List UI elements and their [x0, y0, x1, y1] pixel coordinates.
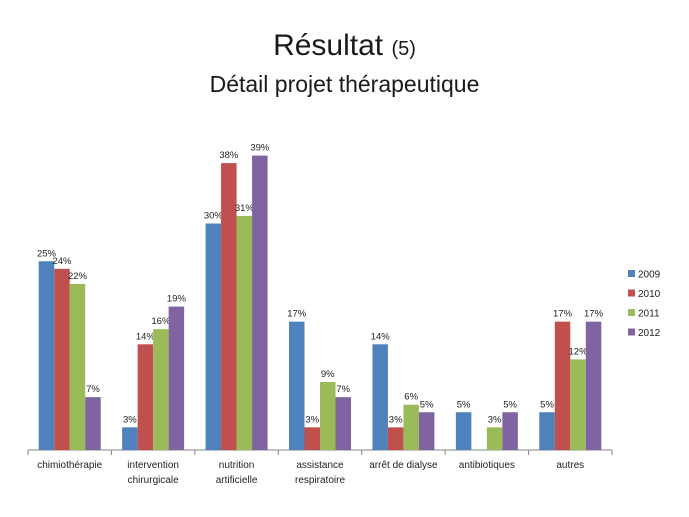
data-label-2012-5: 5% [503, 399, 517, 410]
bar-2012-3 [335, 397, 351, 450]
chart-title: Résultat (5) [0, 28, 689, 67]
x-tick-label: chirurgicale [128, 475, 180, 486]
bar-2011-4 [403, 404, 419, 450]
data-label-2010-2: 38% [219, 150, 239, 161]
data-label-2010-0: 24% [52, 256, 72, 267]
bar-2009-5 [455, 412, 472, 450]
data-label-2012-0: 7% [86, 384, 100, 395]
x-tick-label: antibiotiques [459, 460, 515, 471]
data-label-2012-2: 39% [250, 143, 270, 154]
bar-2012-6 [585, 321, 602, 450]
data-label-2010-4: 3% [389, 414, 403, 425]
title-suffix: (5) [391, 38, 416, 60]
data-label-2012-1: 19% [167, 294, 187, 305]
data-label-2011-3: 9% [321, 369, 335, 380]
x-tick-label: intervention [127, 460, 179, 471]
x-tick-label: nutrition [219, 460, 255, 471]
bar-2009-3 [289, 321, 305, 450]
x-tick-label: artificielle [216, 475, 258, 486]
data-label-2010-3: 3% [305, 414, 319, 425]
data-label-2011-4: 6% [404, 392, 418, 403]
bar-2011-5 [486, 427, 503, 450]
bar-2011-0 [69, 283, 86, 450]
bar-2010-0 [54, 268, 70, 450]
legend-swatch-2010 [628, 289, 635, 297]
legend-swatch-2012 [628, 328, 635, 336]
bar-2010-3 [304, 427, 320, 450]
bar-2009-6 [539, 412, 555, 450]
data-label-2011-6: 12% [569, 346, 589, 357]
bar-2012-1 [168, 306, 185, 450]
data-label-2011-1: 16% [151, 316, 171, 327]
legend-swatch-2011 [628, 309, 635, 316]
bar-2009-0 [38, 261, 55, 450]
bar-2010-2 [221, 163, 237, 450]
data-label-2009-4: 14% [371, 331, 391, 342]
data-label-2012-6: 17% [584, 309, 604, 320]
title-main: Résultat [273, 29, 384, 62]
x-tick-label: autres [556, 460, 584, 471]
bar-2012-5 [502, 412, 518, 450]
legend-label-2012: 2012 [638, 328, 661, 339]
data-label-2009-2: 30% [204, 211, 224, 222]
data-label-2011-0: 22% [68, 271, 88, 282]
bar-2012-2 [252, 155, 268, 451]
data-label-2009-6: 5% [540, 399, 554, 410]
bar-2012-4 [418, 412, 435, 450]
bar-2010-6 [554, 321, 571, 450]
bar-2009-1 [122, 427, 138, 450]
data-label-2009-3: 17% [287, 309, 307, 320]
bar-2010-1 [137, 344, 154, 450]
bar-2009-4 [372, 344, 388, 450]
bar-2011-1 [153, 329, 169, 450]
bar-2011-3 [320, 382, 336, 450]
data-label-2010-1: 14% [136, 331, 156, 342]
chart-subtitle: Détail projet thérapeutique [209, 71, 480, 97]
data-label-2009-0: 25% [37, 248, 57, 259]
x-tick-label: assistance [296, 460, 344, 471]
legend-swatch-2009 [628, 270, 635, 277]
data-label-2010-6: 17% [553, 309, 573, 320]
data-label-2009-1: 3% [123, 414, 137, 425]
data-label-2011-2: 31% [235, 203, 255, 214]
bar-2012-0 [85, 397, 101, 450]
legend-label-2011: 2011 [638, 309, 660, 320]
x-tick-label: respiratoire [295, 475, 345, 486]
data-label-2009-5: 5% [457, 399, 471, 410]
data-label-2012-3: 7% [336, 384, 350, 395]
bar-2011-6 [570, 359, 586, 450]
data-label-2011-5: 3% [488, 414, 502, 425]
x-tick-label: chimiothérapie [37, 460, 102, 471]
x-tick-label: arrêt de dialyse [369, 460, 438, 471]
bar-2011-2 [236, 215, 253, 450]
title-block: Résultat (5) Détail projet thérapeutique [0, 28, 689, 99]
bar-2010-4 [387, 427, 404, 450]
legend-label-2010: 2010 [638, 289, 661, 300]
bar-2009-2 [205, 223, 222, 450]
data-label-2012-4: 5% [420, 399, 434, 410]
legend-label-2009: 2009 [638, 270, 661, 281]
